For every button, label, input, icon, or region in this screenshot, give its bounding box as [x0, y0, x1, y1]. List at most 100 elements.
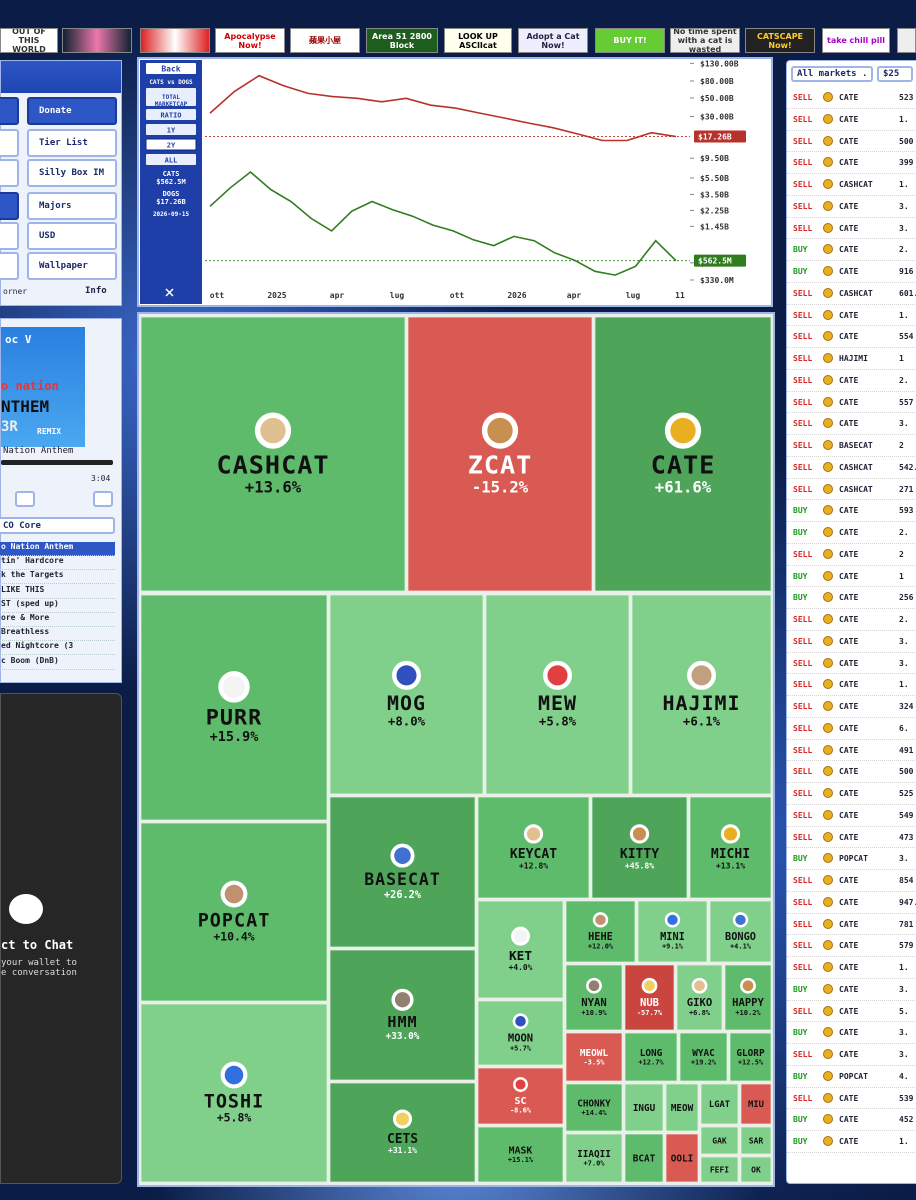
- trade-row[interactable]: SELL CATE 557: [787, 392, 916, 414]
- banner-ad[interactable]: Area 51 2800 Block: [366, 28, 438, 53]
- menu-button-partial[interactable]: [0, 252, 19, 280]
- banner-ad[interactable]: LOOK UP ASCIIcat: [444, 28, 512, 53]
- menu-button-partial[interactable]: [0, 159, 19, 187]
- trade-row[interactable]: BUY CATE 3.: [787, 1022, 916, 1044]
- trade-row[interactable]: BUY POPCAT 3.: [787, 848, 916, 870]
- trade-row[interactable]: SELL CATE 947.: [787, 892, 916, 914]
- playlist-item[interactable]: ST (sped up): [0, 599, 115, 613]
- treemap-tile[interactable]: POPCAT+10.4%: [141, 823, 327, 1001]
- trade-row[interactable]: BUY CATE 452: [787, 1109, 916, 1131]
- trade-row[interactable]: SELL CATE 399: [787, 152, 916, 174]
- trade-row[interactable]: SELL CATE 549: [787, 805, 916, 827]
- trade-row[interactable]: BUY CATE 256: [787, 587, 916, 609]
- station-select[interactable]: CO Core: [0, 517, 115, 534]
- trade-row[interactable]: SELL CASHCAT 271: [787, 479, 916, 501]
- banner-ad[interactable]: Apocalypse Now!: [215, 28, 285, 53]
- trade-row[interactable]: BUY CATE 1.: [787, 1131, 916, 1153]
- next-button[interactable]: [93, 491, 113, 507]
- trade-row[interactable]: BUY CATE 1: [787, 566, 916, 588]
- banner-ad[interactable]: No time spent with a cat is wasted: [670, 28, 740, 53]
- trade-row[interactable]: SELL CATE 3.: [787, 413, 916, 435]
- range-button[interactable]: [146, 124, 196, 135]
- range-button[interactable]: [146, 154, 196, 165]
- trade-row[interactable]: SELL CATE 2: [787, 544, 916, 566]
- treemap-tile[interactable]: CETS+31.1%: [330, 1083, 475, 1182]
- treemap-tile[interactable]: IIAQII+7.0%: [566, 1134, 622, 1182]
- treemap-tile[interactable]: KITTY+45.8%: [592, 797, 687, 898]
- treemap-tile[interactable]: NYAN+10.9%: [566, 965, 622, 1030]
- trade-row[interactable]: SELL CATE 1.: [787, 957, 916, 979]
- trade-row[interactable]: SELL CATE 2.: [787, 609, 916, 631]
- treemap-tile[interactable]: BASECAT+26.2%: [330, 797, 475, 947]
- range-button[interactable]: [146, 88, 196, 106]
- trade-row[interactable]: BUY CATE 2.: [787, 522, 916, 544]
- menu-button[interactable]: Majors: [27, 192, 117, 220]
- treemap-tile[interactable]: FEFI: [701, 1157, 738, 1182]
- treemap-tile[interactable]: CATE+61.6%: [595, 317, 771, 591]
- treemap-tile[interactable]: CHONKY+14.4%: [566, 1084, 622, 1131]
- trade-row[interactable]: SELL CATE 324: [787, 696, 916, 718]
- menu-footer-right[interactable]: Info: [85, 286, 107, 296]
- menu-button[interactable]: USD: [27, 222, 117, 250]
- playlist-item[interactable]: tin' Hardcore: [0, 556, 115, 571]
- treemap-tile[interactable]: MIU: [741, 1084, 771, 1124]
- playlist-item[interactable]: Breathless: [0, 627, 115, 642]
- treemap-tile[interactable]: MEOWL-3.5%: [566, 1033, 622, 1081]
- banner-ad[interactable]: take chill pill: [822, 28, 890, 53]
- trade-row[interactable]: SELL CATE 3.: [787, 196, 916, 218]
- trade-row[interactable]: SELL HAJIMI 1: [787, 348, 916, 370]
- trade-row[interactable]: SELL CATE 3.: [787, 1044, 916, 1066]
- trade-row[interactable]: SELL CATE 3.: [787, 631, 916, 653]
- trade-row[interactable]: SELL CASHCAT 1.: [787, 174, 916, 196]
- playlist-item[interactable]: ore & More: [0, 613, 115, 627]
- trade-row[interactable]: BUY CATE 916: [787, 261, 916, 283]
- trade-row[interactable]: SELL CATE 554: [787, 326, 916, 348]
- banner-ad[interactable]: OUT OF THIS WORLD: [0, 28, 58, 53]
- trade-row[interactable]: SELL CATE 1.: [787, 674, 916, 696]
- menu-button-partial[interactable]: [0, 97, 19, 125]
- trade-row[interactable]: SELL CATE 579: [787, 935, 916, 957]
- treemap-tile[interactable]: ZCAT-15.2%: [408, 317, 592, 591]
- menu-button[interactable]: Tier List: [27, 129, 117, 157]
- trade-row[interactable]: SELL CATE 2.: [787, 370, 916, 392]
- treemap-tile[interactable]: HAJIMI+6.1%: [632, 595, 771, 794]
- treemap-tile[interactable]: HAPPY+10.2%: [725, 965, 771, 1030]
- amount-input[interactable]: $25: [877, 66, 913, 82]
- trade-row[interactable]: BUY CATE 593: [787, 500, 916, 522]
- trade-row[interactable]: SELL BASECAT 2: [787, 435, 916, 457]
- treemap-tile[interactable]: MINI+9.1%: [638, 901, 707, 962]
- trade-row[interactable]: SELL CATE 3.: [787, 218, 916, 240]
- treemap-tile[interactable]: OOLI: [666, 1134, 698, 1182]
- treemap-tile[interactable]: KET+4.0%: [478, 901, 563, 998]
- treemap-tile[interactable]: SC-8.6%: [478, 1068, 563, 1124]
- range-button[interactable]: [146, 109, 196, 120]
- treemap-tile[interactable]: LONG+12.7%: [625, 1033, 677, 1081]
- trade-row[interactable]: SELL CASHCAT 601.: [787, 283, 916, 305]
- menu-button[interactable]: Silly Box IM: [27, 159, 117, 187]
- playlist-item[interactable]: LIKE THIS: [0, 585, 115, 599]
- trade-row[interactable]: SELL CATE 539: [787, 1088, 916, 1110]
- menu-button[interactable]: Donate: [27, 97, 117, 125]
- treemap-tile[interactable]: NUB-57.7%: [625, 965, 674, 1030]
- trade-row[interactable]: SELL CATE 781: [787, 914, 916, 936]
- banner-ad[interactable]: Adopt a Cat Now!: [518, 28, 588, 53]
- treemap-tile[interactable]: BONGO+4.1%: [710, 901, 771, 962]
- banner-ad[interactable]: CATSCAPE Now!: [745, 28, 815, 53]
- trade-row[interactable]: SELL CATE 473: [787, 827, 916, 849]
- playlist-item[interactable]: o Nation Anthem: [0, 542, 115, 556]
- treemap-tile[interactable]: CASHCAT+13.6%: [141, 317, 405, 591]
- trade-row[interactable]: SELL CATE 3.: [787, 653, 916, 675]
- play-button[interactable]: [15, 491, 35, 507]
- treemap-tile[interactable]: HMM+33.0%: [330, 950, 475, 1080]
- trade-row[interactable]: SELL CATE 491: [787, 740, 916, 762]
- treemap-tile[interactable]: OK: [741, 1157, 771, 1182]
- treemap-tile[interactable]: GAK: [701, 1127, 738, 1154]
- market-filter[interactable]: All markets .: [791, 66, 873, 82]
- trade-row[interactable]: BUY POPCAT 4.: [787, 1066, 916, 1088]
- playlist-item[interactable]: ed Nightcore (3: [0, 641, 115, 656]
- treemap-tile[interactable]: MASK+15.1%: [478, 1127, 563, 1182]
- trade-row[interactable]: SELL CATE 525: [787, 783, 916, 805]
- treemap-tile[interactable]: INGU: [625, 1084, 663, 1131]
- trade-row[interactable]: SELL CATE 854: [787, 870, 916, 892]
- treemap-tile[interactable]: GIKO+6.8%: [677, 965, 722, 1030]
